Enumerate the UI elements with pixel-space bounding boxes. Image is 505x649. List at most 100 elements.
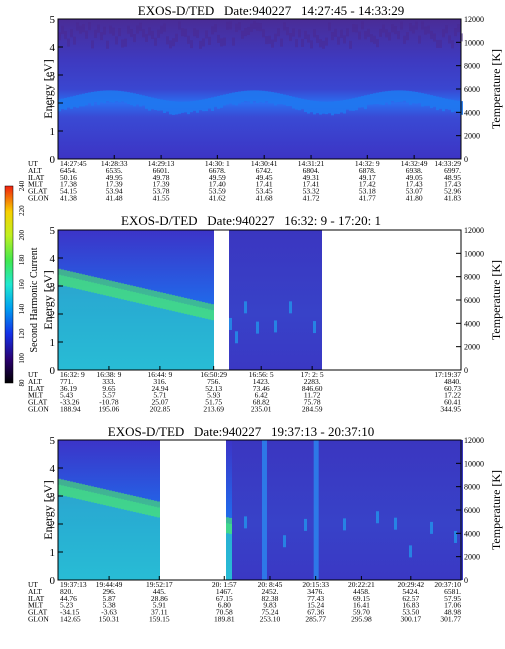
table-row-label: MLT	[28, 180, 44, 189]
colorbar-tick-label: 160	[18, 279, 26, 290]
panel-1: EXOS-D/TED Date:940227 14:27:45 - 14:33:…	[28, 3, 503, 203]
table-cell: 4840.	[444, 377, 461, 386]
spectrogram-column	[418, 35, 421, 44]
spectrogram-column	[379, 28, 382, 37]
spectrogram-column	[136, 286, 139, 303]
spectrogram-column	[211, 304, 214, 321]
spectrogram-column	[211, 26, 214, 35]
spectrogram-column	[127, 494, 130, 511]
spectrogram-column	[289, 33, 292, 42]
spectrogram-column	[178, 302, 181, 370]
spectrogram-column	[184, 101, 187, 113]
table-cell: 77.43	[307, 594, 324, 603]
spectrogram-column	[367, 440, 370, 580]
spectrogram-column	[409, 440, 412, 580]
table-row-label: GLAT	[28, 398, 48, 407]
spectrogram-column	[76, 488, 79, 580]
spectrogram-column	[247, 26, 250, 35]
table-cell: 53.59	[209, 187, 226, 196]
spectrogram-column	[172, 101, 175, 115]
spectrogram-column	[304, 30, 307, 39]
table-cell: 2452.	[262, 587, 279, 596]
spectrogram-column	[394, 90, 397, 103]
table-cell: 333.	[102, 377, 115, 386]
spectrogram-column	[202, 99, 205, 112]
spectrogram-column	[433, 440, 436, 580]
table-row-label: ALT	[28, 377, 42, 386]
y-tick-label: 1	[50, 337, 56, 349]
spectrogram-column	[271, 440, 274, 580]
table-cell: 28.86	[151, 594, 168, 603]
table-cell: 1423.	[253, 377, 270, 386]
table-cell: 6938.	[406, 166, 423, 175]
spectrogram-column	[358, 96, 361, 108]
table-cell: 189.81	[214, 615, 235, 624]
table-cell: 82.38	[262, 594, 279, 603]
spectrogram-column	[433, 95, 436, 107]
spectrogram-column	[67, 480, 70, 497]
spectrogram-column	[130, 285, 133, 302]
spectrogram-column	[88, 485, 91, 502]
spectrogram-column	[145, 33, 148, 42]
table-cell: 5.91	[153, 601, 166, 610]
spectrogram-column	[85, 93, 88, 106]
spectrogram-column	[241, 230, 244, 370]
spectrogram-column	[418, 440, 421, 580]
spectrogram-column	[271, 39, 274, 48]
spectrogram-column	[130, 495, 133, 512]
spectrogram-column	[439, 440, 442, 580]
table-cell: 41.77	[359, 194, 376, 203]
spectrogram-column	[91, 40, 94, 49]
spectrogram-column	[61, 275, 64, 370]
spectrogram-column	[190, 40, 193, 49]
table-cell: 69.15	[353, 594, 370, 603]
spectrogram-column	[394, 440, 397, 580]
table-cell: 49.31	[303, 173, 320, 182]
table-cell: 6997.	[444, 166, 461, 175]
y2-tick-label: 2000	[464, 553, 480, 562]
table-cell: -3.63	[101, 608, 117, 617]
spectrogram-column	[454, 100, 457, 112]
spectrogram-column	[295, 97, 298, 110]
spectrogram-column	[268, 35, 271, 44]
table-cell: 24.94	[151, 384, 168, 393]
spectrogram-column	[247, 90, 250, 102]
spectrogram-column	[133, 286, 136, 303]
spectrogram-column	[325, 37, 328, 46]
spectrogram-column	[322, 101, 325, 114]
spectrogram-column	[82, 280, 85, 370]
spectrogram-column	[70, 271, 73, 288]
spectrogram-column	[190, 101, 193, 113]
spectrogram-column	[241, 91, 244, 103]
spectrogram-column	[157, 507, 160, 580]
table-cell: 5424.	[402, 587, 419, 596]
table-cell: 6454.	[60, 166, 77, 175]
spectrogram-column	[292, 230, 295, 370]
table-row-label: UT	[28, 370, 38, 379]
panel-2-orbit-table: UT 16:32: 9 16:38: 9 16:44: 9 16:50:29 16:56:…	[28, 366, 462, 414]
spectrogram-column	[148, 295, 151, 370]
table-cell: 14:32:49	[401, 159, 428, 168]
spectrogram-column	[457, 100, 460, 113]
table-cell: 17.22	[444, 391, 461, 400]
spectrogram-column	[67, 38, 70, 47]
spectrogram-column	[277, 93, 280, 105]
spectrogram-column	[301, 230, 304, 370]
panel-2-title: EXOS-D/TED Date:940227 16:32: 9 - 17:20:…	[121, 213, 381, 228]
spectrogram-column	[313, 321, 316, 334]
table-cell: 52.13	[205, 384, 222, 393]
spectrogram-column	[94, 283, 97, 370]
spectrogram-column	[217, 95, 220, 109]
spectrogram-column	[379, 440, 382, 580]
table-cell: 6.80	[218, 601, 231, 610]
spectrogram-column	[85, 275, 88, 292]
spectrogram-column	[85, 490, 88, 580]
spectrogram-column	[229, 21, 232, 30]
spectrogram-column	[85, 281, 88, 370]
spectrogram-column	[289, 440, 292, 580]
spectrogram-column	[112, 90, 115, 103]
panel-3-y2-ticks: 0 2000 4000 6000 8000 10000 12000	[456, 436, 484, 585]
spectrogram-column	[403, 35, 406, 44]
spectrogram-column	[193, 299, 196, 316]
spectrogram-column	[82, 24, 85, 33]
